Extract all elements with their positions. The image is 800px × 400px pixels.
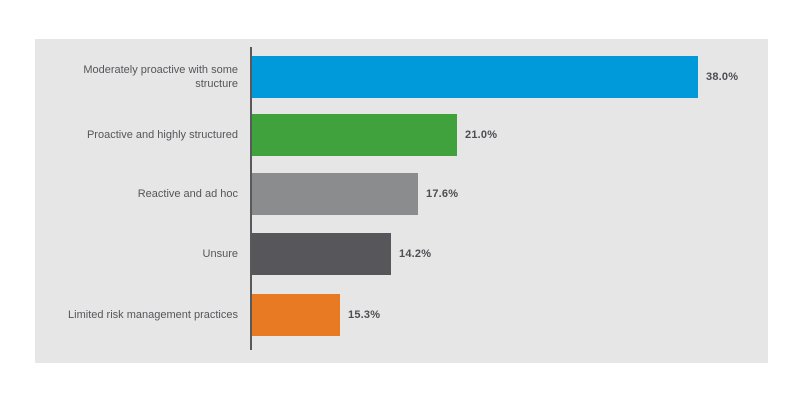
- value-label: 21.0%: [465, 129, 498, 141]
- value-label: 14.2%: [399, 248, 432, 260]
- bar-unsure: [252, 233, 391, 275]
- bar-reactive-adhoc: [252, 173, 418, 215]
- bar-row: Unsure 14.2%: [35, 233, 768, 275]
- bar-moderately-proactive: [252, 56, 698, 98]
- value-label: 17.6%: [426, 188, 459, 200]
- bar-row: Proactive and highly structured 21.0%: [35, 114, 768, 156]
- bar-proactive-structured: [252, 114, 457, 156]
- category-label: Unsure: [202, 248, 238, 260]
- category-label: Moderately proactive with some structure: [83, 64, 238, 90]
- bar-row: Limited risk management practices 15.3%: [35, 294, 768, 336]
- category-label: Proactive and highly structured: [86, 129, 238, 141]
- chart-panel: Moderately proactive with some structure…: [35, 39, 768, 363]
- bar-row: Reactive and ad hoc 17.6%: [35, 173, 768, 215]
- bar-row: Moderately proactive with some structure…: [35, 56, 768, 98]
- value-label: 38.0%: [706, 71, 739, 83]
- category-label: Reactive and ad hoc: [137, 188, 238, 200]
- value-label: 15.3%: [348, 309, 381, 321]
- y-axis-line: [250, 47, 252, 350]
- category-label: Limited risk management practices: [68, 309, 238, 321]
- bar-limited-practices: [252, 294, 340, 336]
